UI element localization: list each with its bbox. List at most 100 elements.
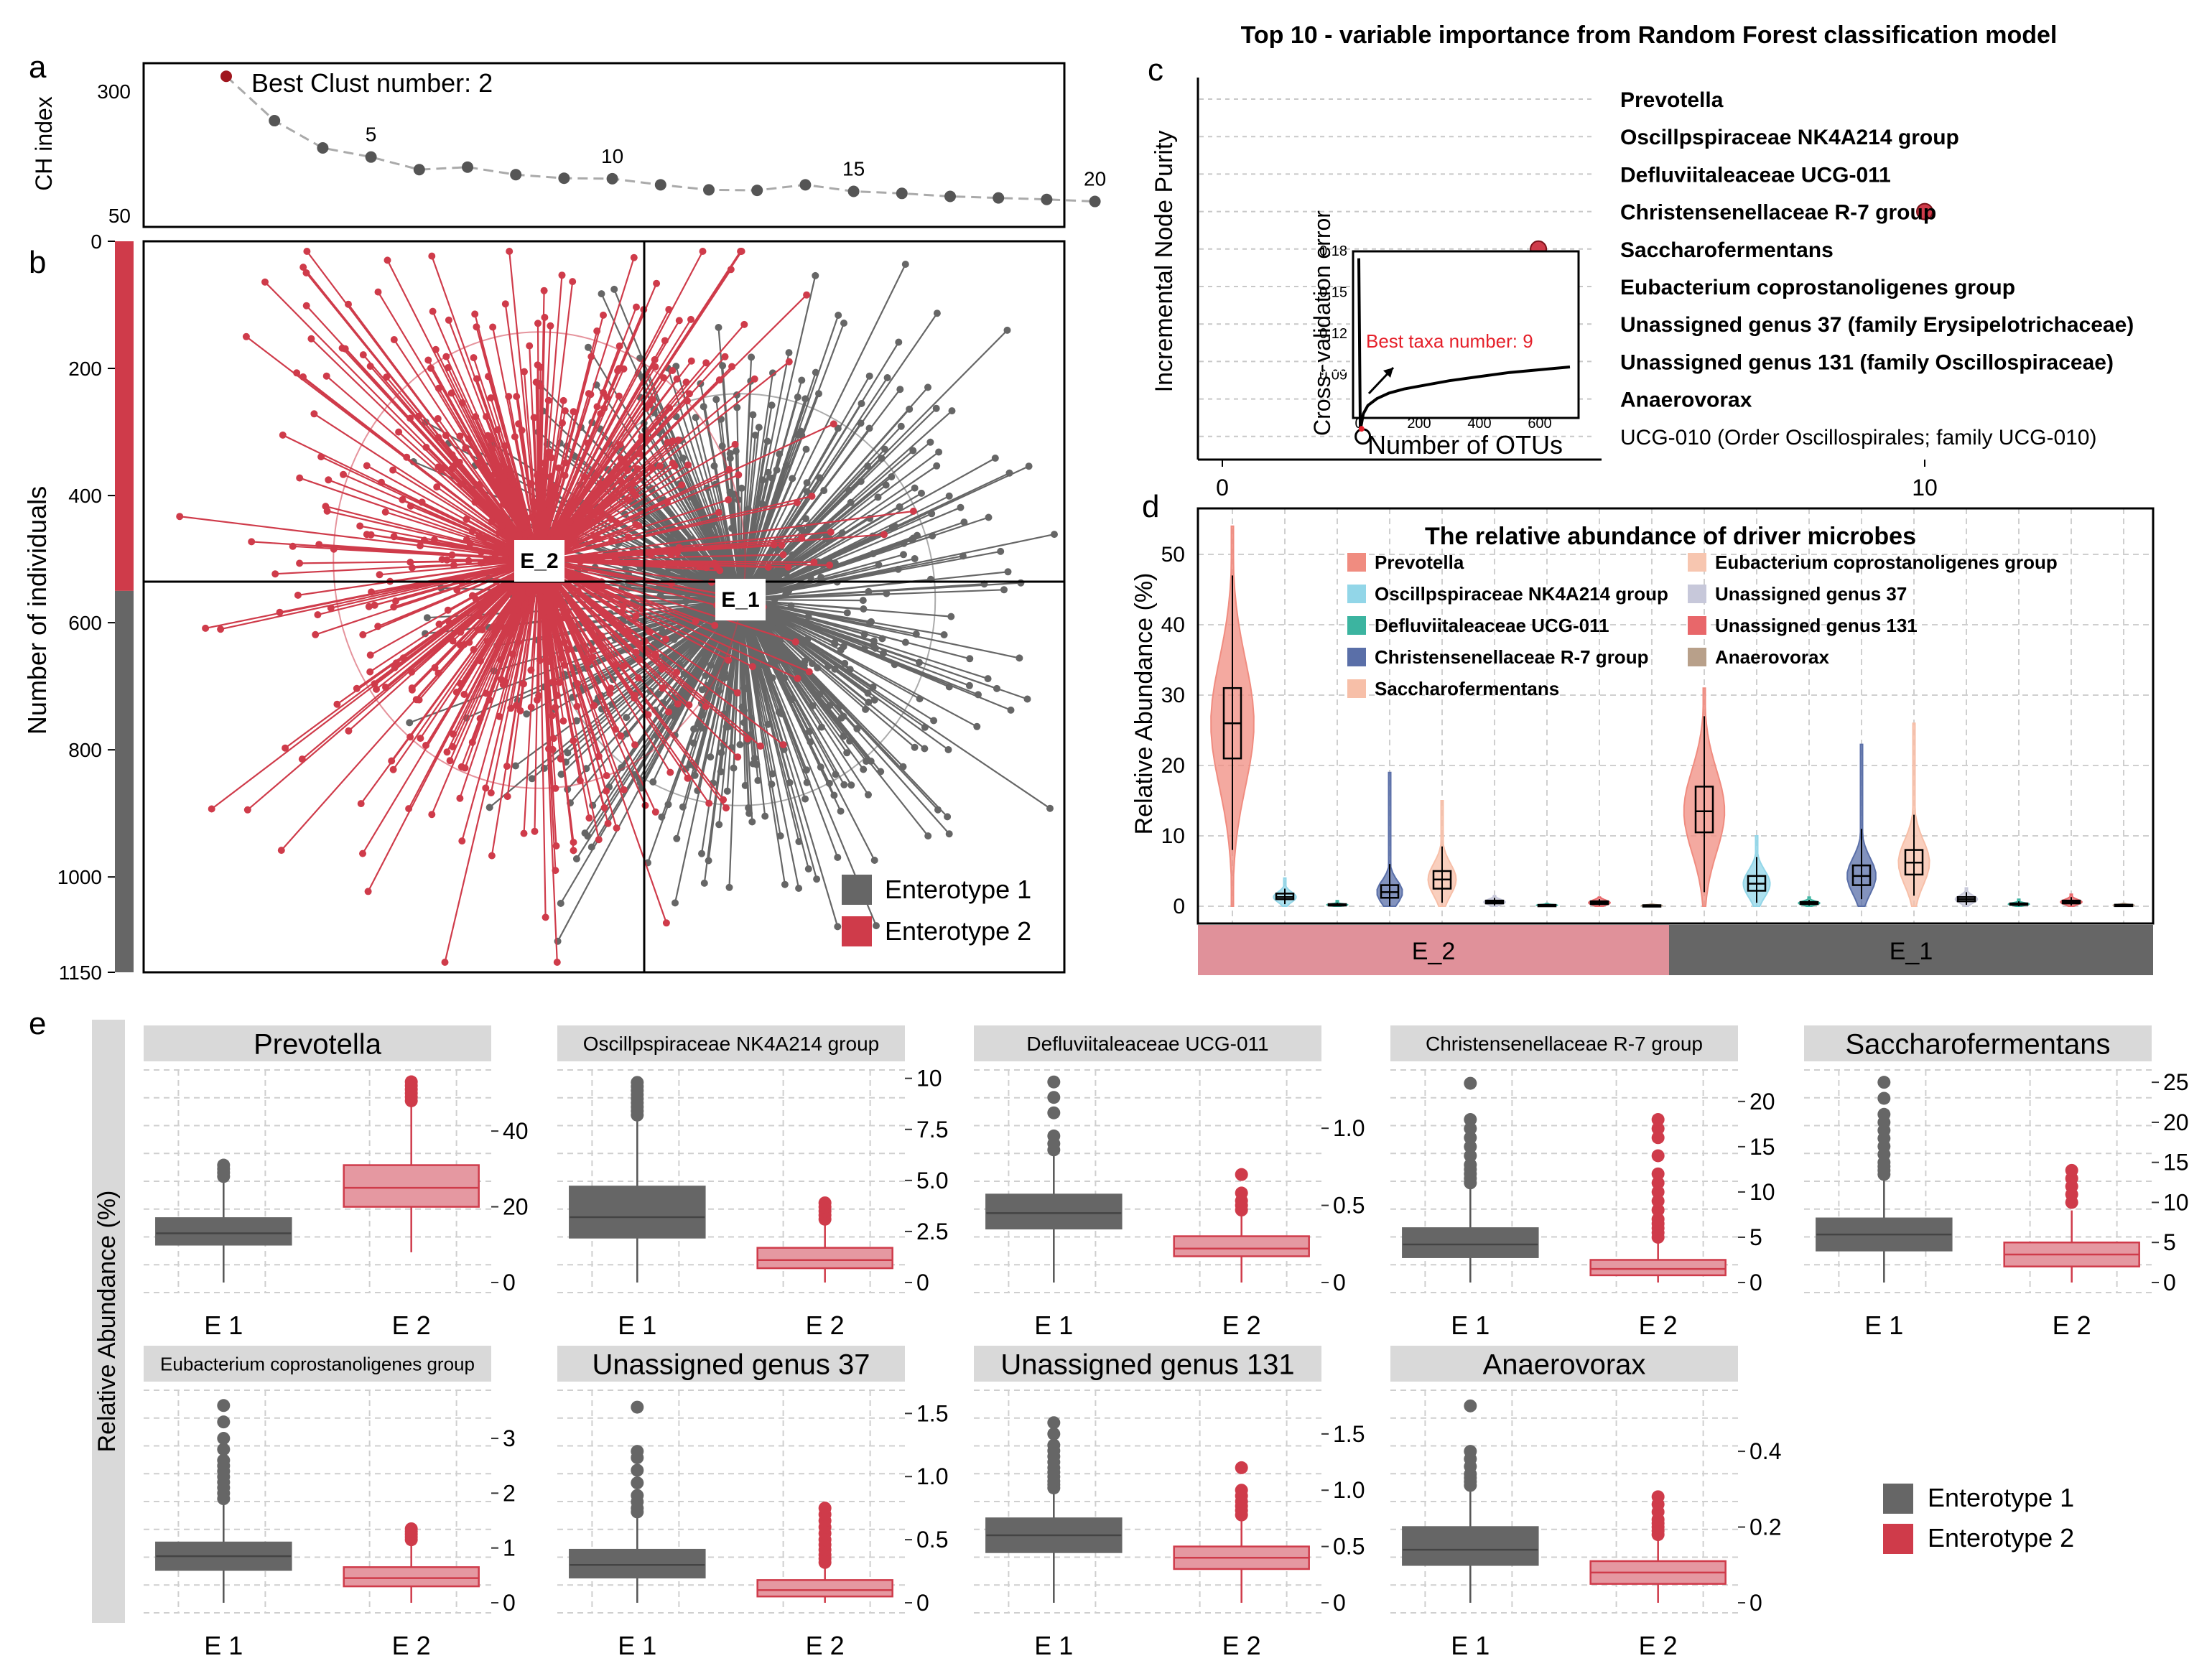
best-taxa-annotation: Best taxa number: 9 <box>1366 330 1533 352</box>
e-xlabel-4-e2: E 2 <box>2053 1311 2091 1340</box>
e-outlier-8-e2-7 <box>1651 1490 1665 1504</box>
d-legend-label-2: Defluviitaleaceae UCG-011 <box>1375 615 1609 636</box>
taxon-label-6: Unassigned genus 37 (family Erysipelotri… <box>1620 313 2134 337</box>
e-box-6-e1 <box>569 1548 706 1579</box>
e-outlier-3-e1-5 <box>1464 1149 1477 1163</box>
panel-a-frame <box>142 62 1066 228</box>
e-ytick-label-7-0: 0 <box>1333 1590 1346 1616</box>
e-xlabel-8-e2: E 2 <box>1639 1631 1678 1660</box>
ch-point-label-20: 20 <box>1084 168 1106 190</box>
boxplot-strip-4 <box>1804 1025 2152 1061</box>
e-xlabel-3-e2: E 2 <box>1639 1311 1678 1340</box>
ch-point-3 <box>269 115 281 127</box>
boxplot-strip-3 <box>1390 1025 1738 1061</box>
legend-b-e1-swatch <box>842 875 872 905</box>
e-xlabel-7-e2: E 2 <box>1222 1631 1261 1660</box>
e-outlier-2-e1-2 <box>1047 1129 1061 1142</box>
panel-d-violin: Relative Abundance (%) 0 10 20 30 40 50 The r… <box>1130 507 2155 975</box>
ch-point-8 <box>510 169 522 181</box>
inset-xtick-600: 600 <box>1528 416 1551 432</box>
e-xlabel-1-e2: E 2 <box>806 1311 845 1340</box>
legend-e-e2-label: Enterotype 2 <box>1928 1523 2074 1553</box>
panel-b-enterotype-scatter: Number of individuals 0 200 400 600 800 1000 1… <box>22 231 1066 984</box>
e-ytick-label-7-0.5: 0.5 <box>1333 1534 1365 1560</box>
e-box-2-e1 <box>985 1193 1123 1230</box>
d-legend-label-7: Unassigned genus 131 <box>1715 615 1918 636</box>
panel-a-ytick-300: 300 <box>97 80 131 103</box>
panel-letter-d: d <box>1142 489 1159 524</box>
e-ytick-label-7-1.0: 1.0 <box>1333 1477 1365 1503</box>
e-ytick-label-2-0: 0 <box>1333 1270 1346 1295</box>
e-xlabel-8-e1: E 1 <box>1451 1631 1490 1660</box>
e-outlier-2-e2-4 <box>1235 1168 1248 1181</box>
e-ytick-label-3-0: 0 <box>1749 1270 1762 1295</box>
best-taxa-arrowhead <box>1383 368 1393 378</box>
e-ytick-label-1-10: 10 <box>916 1066 942 1091</box>
e-box-0-e1 <box>155 1217 292 1246</box>
taxon-label-0: Prevotella <box>1620 88 1724 112</box>
inset-ytick-0.18: 0.18 <box>1319 243 1347 259</box>
side-bar-tick-label-1000: 1000 <box>57 866 102 888</box>
e-outlier-7-e1-9 <box>1047 1438 1061 1452</box>
e-ytick-label-3-10: 10 <box>1749 1179 1775 1205</box>
side-bar-enterotype-2 <box>115 241 134 591</box>
e-outlier-3-e1-8 <box>1464 1122 1477 1135</box>
centroid-e2: E_2 <box>514 540 564 582</box>
panel-a-ylabel: CH index <box>31 96 57 191</box>
e-outlier-6-e1-5 <box>631 1463 644 1477</box>
e-box-6-e2 <box>756 1579 893 1598</box>
ch-point-2 <box>220 70 232 83</box>
inset-ytick-0.06-hidden: 0.06 <box>1319 361 1347 377</box>
taxon-label-8: Anaerovorax <box>1620 388 1752 412</box>
ch-point-label-15: 15 <box>842 157 865 180</box>
e-xlabel-0-e2: E 2 <box>392 1311 431 1340</box>
e-xlabel-2-e2: E 2 <box>1222 1311 1261 1340</box>
violin-E_2-3 <box>1376 771 1403 907</box>
e-outlier-6-e1-7 <box>631 1445 644 1458</box>
e-outlier-3-e2-12 <box>1651 1122 1665 1135</box>
e-outlier-3-e1-6 <box>1464 1140 1477 1153</box>
e-outlier-0-e2-5 <box>404 1075 418 1089</box>
d-ytick-0: 0 <box>1173 895 1185 918</box>
e-outlier-3-e1-10 <box>1464 1076 1477 1090</box>
inset-ytick-0.15: 0.15 <box>1319 285 1347 301</box>
e-ytick-label-7-1.5: 1.5 <box>1333 1421 1365 1447</box>
boxplot-panel-6: Unassigned genus 37 0 0.5 1.0 1.5 E 1 E 2 <box>557 1346 948 1660</box>
inset-xtick-0: 0 <box>1354 416 1362 432</box>
e-ytick-label-5-2: 2 <box>503 1480 516 1506</box>
e-outlier-3-e1-7 <box>1464 1131 1477 1145</box>
e-outlier-5-e2-4 <box>404 1522 418 1535</box>
ch-point-17 <box>944 190 956 203</box>
e-outlier-3-e2-13 <box>1651 1113 1665 1127</box>
d-legend-label-8: Anaerovorax <box>1715 646 1829 668</box>
side-bar-tick-label-800: 800 <box>68 739 102 761</box>
e-outlier-6-e1-4 <box>631 1476 644 1490</box>
d-legend-swatch-3 <box>1347 648 1366 666</box>
e-ytick-label-5-0: 0 <box>503 1590 516 1616</box>
d-ytick-20: 20 <box>1161 754 1185 778</box>
enterotype-2-ellipse <box>333 331 746 789</box>
e-ytick-label-0-0: 0 <box>503 1270 516 1295</box>
side-bar-tick-label-400: 400 <box>68 485 102 507</box>
taxon-label-3: Christensenellaceae R-7 group <box>1620 201 1936 225</box>
e-ytick-label-8-0: 0 <box>1749 1590 1762 1616</box>
e-outlier-8-e1-7 <box>1464 1399 1477 1412</box>
ch-point-19 <box>1041 193 1053 205</box>
legend-e-e1-label: Enterotype 1 <box>1928 1483 2074 1512</box>
d-ytick-40: 40 <box>1161 613 1185 637</box>
boxplot-strip-0 <box>144 1025 491 1061</box>
boxplot-title-3: Christensenellaceae R-7 group <box>1426 1033 1703 1055</box>
boxplot-strip-2 <box>974 1025 1321 1061</box>
e-ytick-label-4-25: 25 <box>2163 1069 2189 1095</box>
e-outlier-4-e1-9 <box>1877 1107 1891 1121</box>
d-legend-label-0: Prevotella <box>1375 551 1464 573</box>
side-bar-enterotype-1 <box>115 590 134 972</box>
panel-d-group-strip: E_2 E_1 <box>1198 925 2153 975</box>
inset-ytick-0.12: 0.12 <box>1319 326 1347 342</box>
e-ytick-label-2-1.0: 1.0 <box>1333 1115 1365 1141</box>
boxplot-title-2: Defluviitaleaceae UCG-011 <box>1026 1033 1268 1055</box>
d-legend-label-6: Unassigned genus 37 <box>1715 583 1907 605</box>
c-xtick-label-0: 0 <box>1216 475 1229 501</box>
d-legend-swatch-0 <box>1347 553 1366 572</box>
